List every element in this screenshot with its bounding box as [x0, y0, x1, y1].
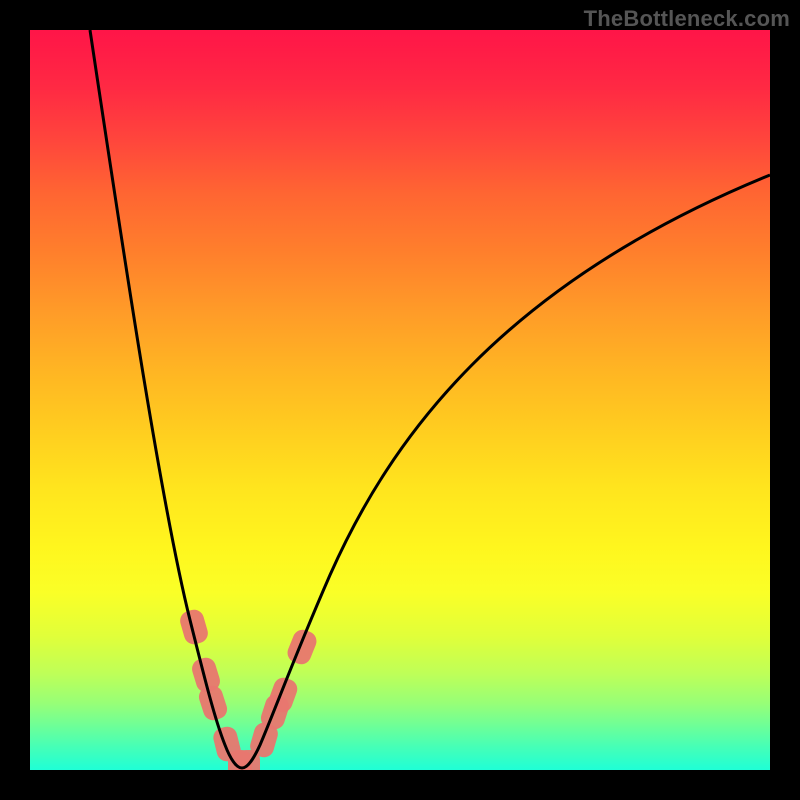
chart-frame: TheBottleneck.com — [0, 0, 800, 800]
curve-marker — [285, 627, 320, 668]
curve-left-branch — [90, 30, 242, 768]
watermark-text: TheBottleneck.com — [584, 6, 790, 32]
plot-area — [30, 30, 770, 770]
curve-right-branch — [242, 175, 770, 768]
curve-markers — [178, 607, 320, 770]
curve-overlay — [30, 30, 770, 770]
